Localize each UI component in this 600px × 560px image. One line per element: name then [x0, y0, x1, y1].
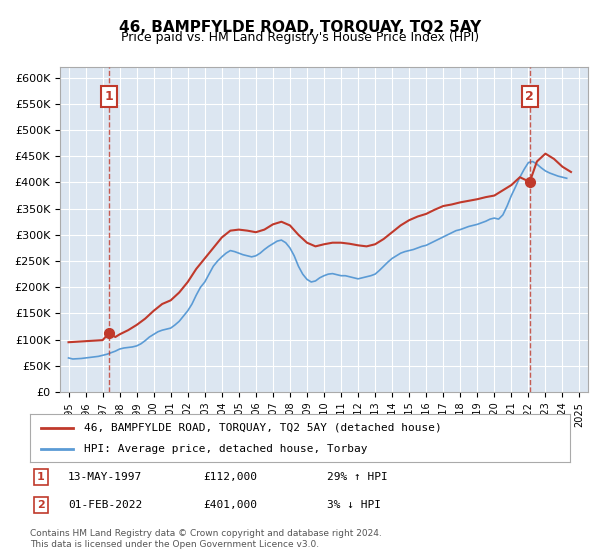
Text: 01-FEB-2022: 01-FEB-2022: [68, 500, 142, 510]
Text: 1: 1: [104, 90, 113, 103]
Text: 2: 2: [526, 90, 534, 103]
Text: Price paid vs. HM Land Registry's House Price Index (HPI): Price paid vs. HM Land Registry's House …: [121, 31, 479, 44]
Text: 46, BAMPFYLDE ROAD, TORQUAY, TQ2 5AY (detached house): 46, BAMPFYLDE ROAD, TORQUAY, TQ2 5AY (de…: [84, 423, 442, 433]
Text: 13-MAY-1997: 13-MAY-1997: [68, 472, 142, 482]
Text: This data is licensed under the Open Government Licence v3.0.: This data is licensed under the Open Gov…: [30, 540, 319, 549]
Text: 1: 1: [37, 472, 44, 482]
Text: 3% ↓ HPI: 3% ↓ HPI: [327, 500, 381, 510]
Text: HPI: Average price, detached house, Torbay: HPI: Average price, detached house, Torb…: [84, 444, 367, 454]
Text: £112,000: £112,000: [203, 472, 257, 482]
Text: 2: 2: [37, 500, 44, 510]
Text: Contains HM Land Registry data © Crown copyright and database right 2024.: Contains HM Land Registry data © Crown c…: [30, 529, 382, 538]
Text: 46, BAMPFYLDE ROAD, TORQUAY, TQ2 5AY: 46, BAMPFYLDE ROAD, TORQUAY, TQ2 5AY: [119, 20, 481, 35]
Text: £401,000: £401,000: [203, 500, 257, 510]
Text: 29% ↑ HPI: 29% ↑ HPI: [327, 472, 388, 482]
